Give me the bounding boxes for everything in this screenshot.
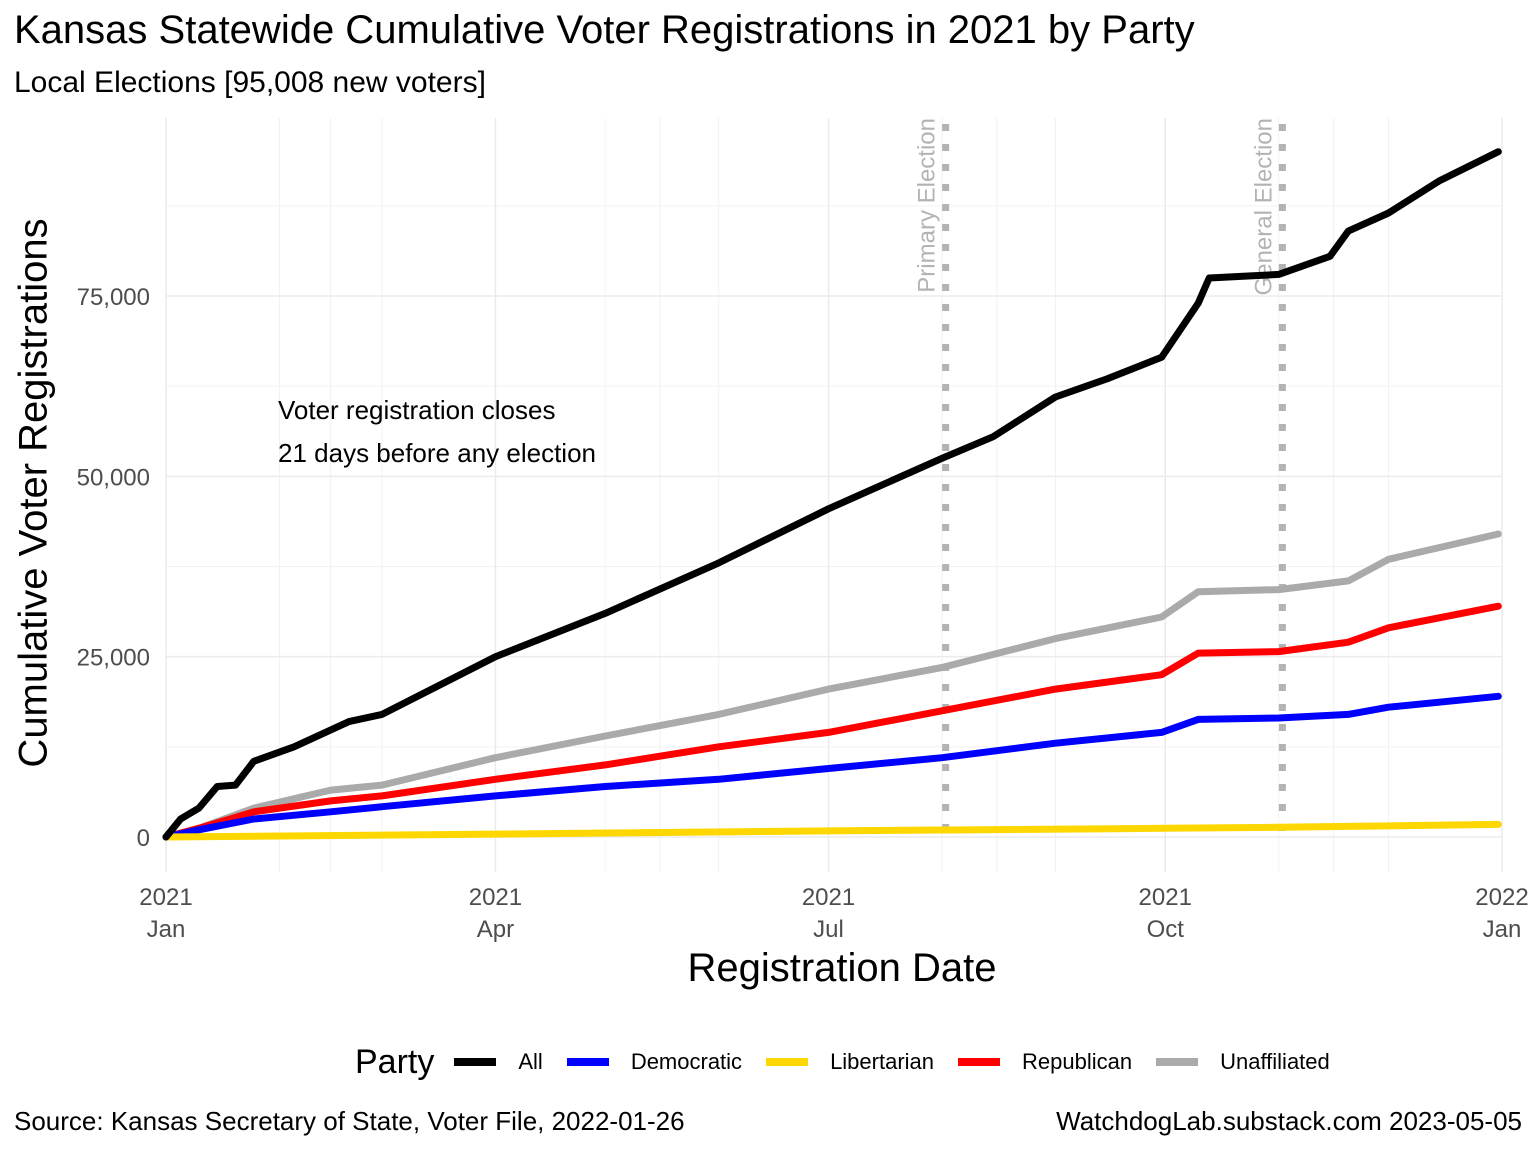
legend-item-republican: Republican	[958, 1049, 1132, 1075]
legend-item-democratic: Democratic	[566, 1049, 743, 1075]
major-gridlines	[165, 118, 1503, 872]
credit-note: WatchdogLab.substack.com 2023-05-05	[1056, 1106, 1522, 1136]
series-line-republican	[162, 602, 1502, 841]
legend-item-all: All	[454, 1049, 543, 1075]
y-axis-label: Cumulative Voter Registrations	[11, 218, 56, 768]
x-tick-label-month: Jul	[813, 916, 844, 943]
x-tick-label-year: 2021	[1139, 884, 1192, 911]
legend-item-unaffiliated: Unaffiliated	[1156, 1049, 1330, 1075]
series-lines	[162, 148, 1502, 841]
legend-key-republican	[958, 1058, 1001, 1066]
x-tick-label-year: 2022	[1475, 884, 1528, 911]
legend-item-libertarian: Libertarian	[766, 1049, 934, 1075]
plot-area: Primary Election General Election 0 25,000…	[77, 118, 1529, 943]
x-tick-label-month: Jan	[147, 916, 186, 943]
x-tick-label-month: Jan	[1483, 916, 1522, 943]
legend-key-unaffiliated	[1156, 1058, 1199, 1066]
legend-key-all	[454, 1058, 497, 1066]
x-tick-labels: 2021 Jan 2021 Apr 2021 Jul 2021 Oct 2022 Jan	[139, 884, 1528, 943]
legend-label-libertarian: Libertarian	[830, 1049, 935, 1074]
x-axis-label: Registration Date	[687, 946, 997, 990]
legend-key-democratic	[566, 1058, 609, 1066]
chart-title: Kansas Statewide Cumulative Voter Regist…	[14, 8, 1195, 52]
series-line-all	[162, 148, 1502, 841]
annotation-group: Voter registration closes 21 days before …	[278, 395, 596, 468]
legend-label-all: All	[518, 1049, 543, 1074]
election-lines: Primary Election General Election	[914, 118, 1286, 840]
x-tick-label-year: 2021	[469, 884, 522, 911]
x-tick-label-year: 2021	[802, 884, 855, 911]
y-tick-label: 0	[137, 825, 150, 852]
annotation-line: 21 days before any election	[278, 438, 596, 468]
election-line-label: Primary Election	[914, 118, 941, 293]
series-line-libertarian	[162, 820, 1502, 841]
series-line-democratic	[162, 692, 1502, 841]
legend-key-libertarian	[766, 1058, 809, 1066]
y-tick-labels: 0 25,000 50,000 75,000	[77, 284, 150, 852]
x-tick-label-year: 2021	[139, 884, 192, 911]
y-tick-label: 25,000	[77, 645, 150, 672]
legend-label-republican: Republican	[1022, 1049, 1133, 1074]
y-tick-label: 75,000	[77, 284, 150, 311]
annotation-line: Voter registration closes	[278, 395, 555, 425]
x-tick-label-month: Oct	[1147, 916, 1185, 943]
x-tick-label-month: Apr	[477, 916, 514, 943]
legend-label-democratic: Democratic	[630, 1049, 743, 1074]
election-line-label: General Election	[1250, 118, 1277, 295]
series-line-unaffiliated	[162, 530, 1502, 841]
source-note: Source: Kansas Secretary of State, Voter…	[14, 1106, 685, 1136]
legend-title: Party	[355, 1042, 435, 1081]
legend-label-unaffiliated: Unaffiliated	[1220, 1049, 1330, 1074]
chart-subtitle: Local Elections [95,008 new voters]	[14, 66, 486, 99]
minor-gridlines	[166, 118, 1502, 872]
legend: Party All Democratic Libertarian Republi…	[355, 1040, 1354, 1084]
y-tick-label: 50,000	[77, 464, 150, 491]
